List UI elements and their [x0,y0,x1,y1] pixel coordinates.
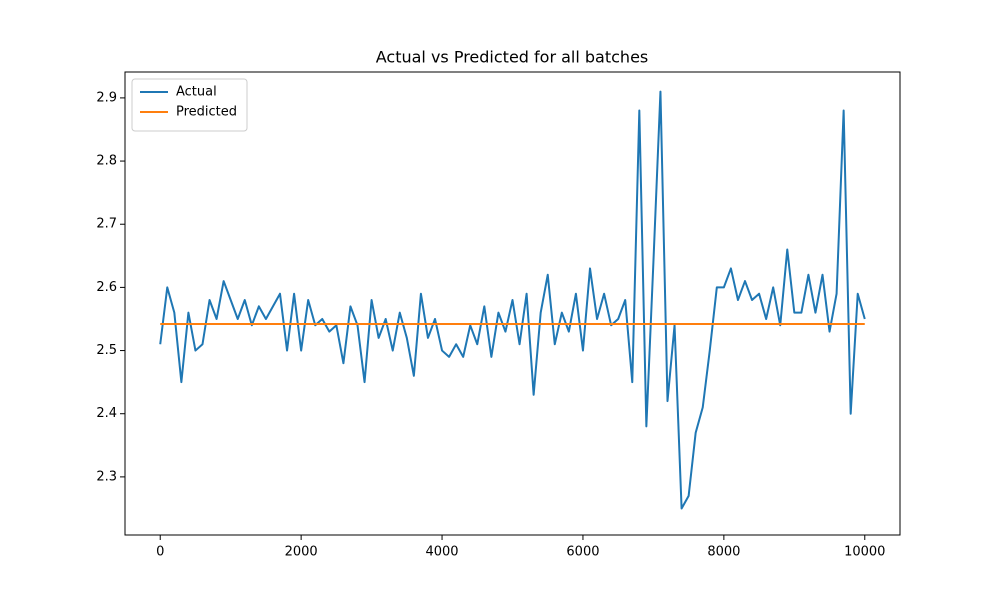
x-tick-label: 0 [156,545,164,560]
chart-title: Actual vs Predicted for all batches [376,48,649,67]
y-tick-label: 2.3 [96,469,117,484]
legend-label: Predicted [176,105,237,120]
y-tick-label: 2.5 [96,343,117,358]
x-tick-label: 6000 [566,545,599,560]
x-tick-label: 2000 [285,545,318,560]
series-line [159,90,866,510]
y-tick-label: 2.8 [96,154,117,169]
y-tick-label: 2.6 [96,280,117,295]
y-tick-label: 2.7 [96,217,117,232]
legend-label: Actual [176,85,217,100]
plot-frame [124,71,901,536]
x-tick-label: 4000 [425,545,458,560]
x-tick-label: 10000 [844,545,885,560]
y-tick-label: 2.4 [96,406,117,421]
x-tick-label: 8000 [707,545,740,560]
y-tick-label: 2.9 [96,90,117,105]
